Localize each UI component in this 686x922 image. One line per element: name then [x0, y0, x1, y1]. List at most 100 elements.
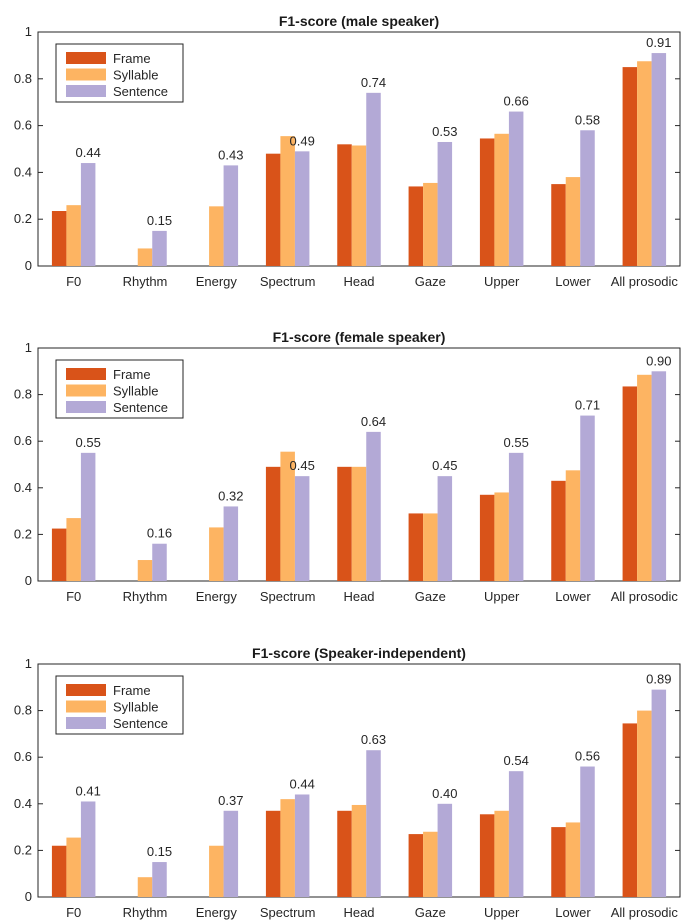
- data-label: 0.90: [646, 353, 671, 368]
- bar-syllable: [280, 451, 295, 581]
- bar-sentence: [508, 452, 524, 581]
- data-label: 0.15: [147, 213, 172, 228]
- y-tick-label: 0.8: [14, 703, 32, 718]
- bar-syllable: [137, 877, 153, 897]
- chart-speaker-independent: F1-score (Speaker-independent) 0 0.2 0.4 0.6…: [14, 645, 681, 920]
- x-tick-label: Energy: [196, 589, 238, 604]
- bar-sentence: [437, 141, 453, 266]
- bar-sentence: [294, 476, 310, 581]
- legend-label: Frame: [113, 367, 151, 382]
- x-tick-label: Upper: [484, 274, 520, 289]
- bar-syllable: [66, 518, 81, 581]
- x-tick-label: All prosodic: [611, 589, 679, 604]
- bar-sentence: [294, 151, 310, 266]
- data-label: 0.89: [646, 672, 671, 687]
- data-label: 0.49: [290, 133, 315, 148]
- bar-sentence: [508, 771, 524, 897]
- bar-frame: [265, 153, 281, 266]
- chart-title: F1-score (female speaker): [273, 329, 446, 345]
- y-tick-label: 0.8: [14, 71, 32, 86]
- x-tick-label: F0: [66, 589, 81, 604]
- bar-sentence: [437, 476, 453, 581]
- bar-syllable: [565, 822, 581, 897]
- data-label: 0.64: [361, 414, 386, 429]
- legend-swatch-frame: [66, 52, 106, 64]
- bar-sentence: [508, 111, 524, 266]
- bar-frame: [265, 810, 281, 897]
- bar-frame: [337, 144, 352, 266]
- x-tick-label: Energy: [196, 274, 238, 289]
- data-label: 0.74: [361, 75, 386, 90]
- x-tick-label: Spectrum: [260, 589, 316, 604]
- y-tick-label: 0: [25, 258, 32, 273]
- data-label: 0.53: [432, 124, 457, 139]
- legend-swatch-syllable: [66, 384, 106, 397]
- data-label: 0.16: [147, 526, 172, 541]
- bar-syllable: [66, 837, 81, 897]
- bar-syllable: [280, 136, 295, 266]
- x-tick-label: Head: [343, 905, 374, 920]
- data-label: 0.63: [361, 732, 386, 747]
- y-tick-label: 1: [25, 24, 32, 39]
- bar-syllable: [637, 61, 652, 266]
- bar-syllable: [637, 710, 652, 897]
- chart-title: F1-score (Speaker-independent): [252, 645, 466, 661]
- bar-frame: [408, 186, 424, 266]
- bar-sentence: [152, 230, 167, 266]
- legend-label: Syllable: [113, 68, 159, 83]
- legend-label: Frame: [113, 683, 151, 698]
- bar-syllable: [209, 206, 224, 266]
- bar-syllable: [137, 560, 153, 581]
- data-label: 0.45: [290, 458, 315, 473]
- bar-sentence: [580, 766, 595, 897]
- legend-label: Syllable: [113, 384, 159, 399]
- x-tick-label: Gaze: [415, 905, 446, 920]
- data-label: 0.45: [432, 458, 457, 473]
- bar-sentence: [223, 165, 239, 266]
- data-label: 0.41: [76, 783, 101, 798]
- bar-syllable: [423, 182, 438, 266]
- x-tick-label: Gaze: [415, 274, 446, 289]
- data-label: 0.40: [432, 786, 457, 801]
- bar-syllable: [637, 374, 652, 581]
- x-tick-label: F0: [66, 905, 81, 920]
- x-tick-label: Gaze: [415, 589, 446, 604]
- bar-syllable: [423, 831, 438, 897]
- bar-syllable: [137, 248, 153, 266]
- bar-frame: [551, 184, 566, 266]
- x-tick-label: All prosodic: [611, 905, 679, 920]
- y-tick-label: 0.6: [14, 433, 32, 448]
- bar-frame: [551, 827, 566, 897]
- y-tick-label: 0.2: [14, 211, 32, 226]
- y-tick-label: 0: [25, 889, 32, 904]
- bar-frame: [265, 466, 281, 581]
- bar-frame: [622, 723, 638, 897]
- bar-frame: [479, 494, 495, 581]
- y-tick-label: 0.4: [14, 164, 32, 179]
- y-tick-label: 0.6: [14, 749, 32, 764]
- y-tick-label: 0: [25, 573, 32, 588]
- legend-swatch-frame: [66, 368, 106, 380]
- data-label: 0.56: [575, 749, 600, 764]
- x-tick-label: Lower: [555, 589, 591, 604]
- bar-sentence: [651, 689, 667, 897]
- bar-syllable: [494, 492, 509, 581]
- bar-sentence: [152, 543, 167, 581]
- data-label: 0.44: [290, 776, 315, 791]
- legend-swatch-sentence: [66, 85, 106, 97]
- x-tick-label: Head: [343, 274, 374, 289]
- bar-syllable: [66, 205, 81, 266]
- x-tick-label: Spectrum: [260, 274, 316, 289]
- bar-sentence: [80, 801, 96, 897]
- y-tick-label: 0.8: [14, 387, 32, 402]
- legend-swatch-syllable: [66, 700, 106, 713]
- data-label: 0.71: [575, 398, 600, 413]
- data-label: 0.91: [646, 35, 671, 50]
- data-label: 0.37: [218, 793, 243, 808]
- bar-sentence: [437, 803, 453, 897]
- bar-frame: [337, 810, 352, 897]
- bar-sentence: [580, 415, 595, 581]
- bar-sentence: [580, 130, 595, 266]
- x-tick-label: Upper: [484, 589, 520, 604]
